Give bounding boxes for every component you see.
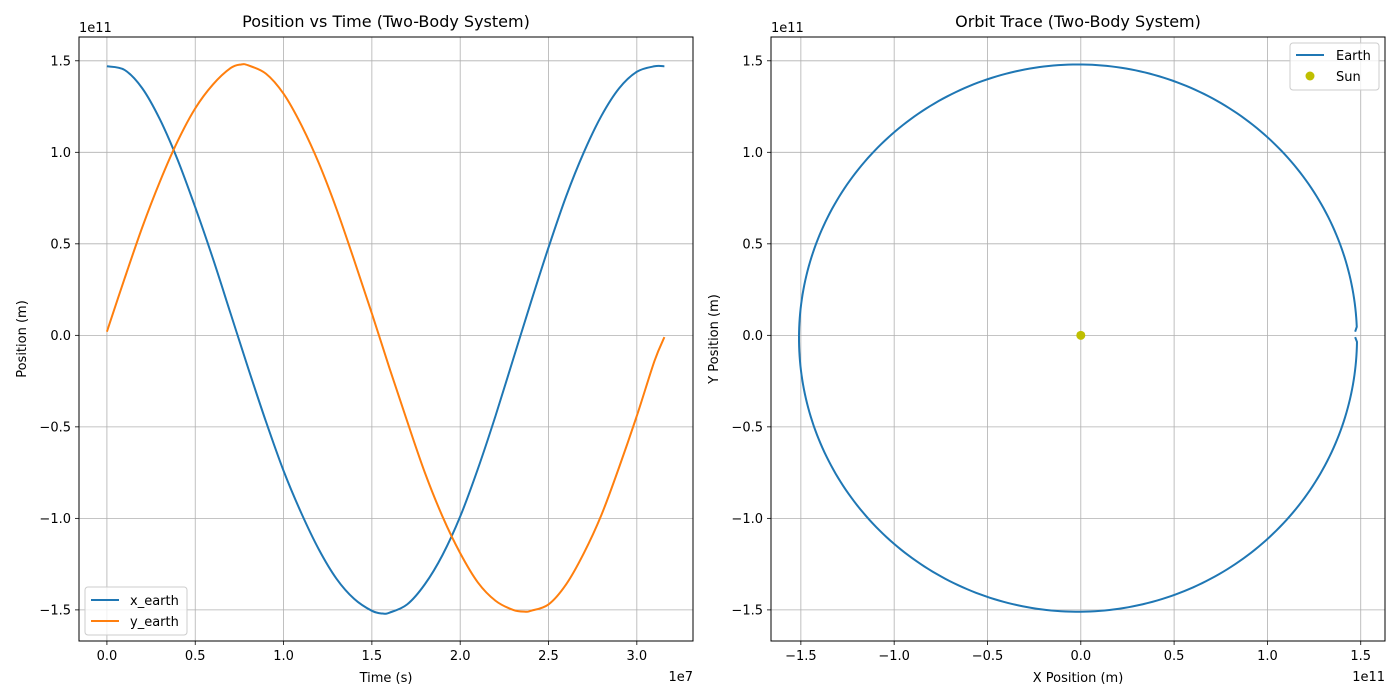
y-tick-label: 0.5 xyxy=(50,237,71,252)
legend-label-y-earth: y_earth xyxy=(130,615,179,630)
legend-label-sun: Sun xyxy=(1336,70,1361,85)
plot-lines xyxy=(105,63,666,615)
y-tick-label: −0.5 xyxy=(39,420,71,435)
series-line-y-earth xyxy=(105,63,666,613)
axes-frame xyxy=(78,36,694,642)
x-tick-label: 0.5 xyxy=(1164,649,1185,664)
y-tick-label: −1.5 xyxy=(731,603,763,618)
series-line-x-earth xyxy=(106,64,665,615)
y-offset-text: 1e11 xyxy=(771,21,804,36)
plot-lines xyxy=(797,63,1358,613)
x-axis-label: X Position (m) xyxy=(1033,671,1124,686)
ticks: 0.0 0.5 1.0 1.5 2.0 2.5 3.0 −1.5 −1.0 −0.5 0.0 0.5 1… xyxy=(39,54,647,664)
y-tick-label: −1.5 xyxy=(39,603,71,618)
orbit-trace-chart: −1.5 −1.0 −0.5 0.0 0.5 1.0 1.5 −1.5 −1.0 −0.5 0.0 0… xyxy=(707,12,1386,686)
x-offset-text: 1e7 xyxy=(668,670,693,685)
x-tick-label: 0.0 xyxy=(1070,649,1091,664)
legend: x_earth y_earth xyxy=(84,586,188,636)
chart-title: Orbit Trace (Two-Body System) xyxy=(955,12,1201,31)
orbit-line-earth xyxy=(797,63,1358,613)
y-tick-label: 1.0 xyxy=(50,146,71,161)
x-tick-label: −1.0 xyxy=(878,649,910,664)
y-tick-label: −1.0 xyxy=(39,512,71,527)
x-tick-label: −1.5 xyxy=(785,649,817,664)
legend-label-x-earth: x_earth xyxy=(130,594,179,609)
position-vs-time-chart: 0.0 0.5 1.0 1.5 2.0 2.5 3.0 −1.5 −1.0 −0.5 0.0 0.5 1… xyxy=(15,12,694,686)
ticks: −1.5 −1.0 −0.5 0.0 0.5 1.0 1.5 −1.5 −1.0 −0.5 0.0 0… xyxy=(731,54,1371,664)
y-tick-label: −1.0 xyxy=(731,512,763,527)
x-tick-label: 0.5 xyxy=(185,649,206,664)
y-tick-label: 0.0 xyxy=(742,329,763,344)
grid xyxy=(79,37,693,641)
x-axis-label: Time (s) xyxy=(359,671,413,686)
y-tick-label: −0.5 xyxy=(731,420,763,435)
x-offset-text: 1e11 xyxy=(1352,670,1385,685)
x-tick-label: 1.0 xyxy=(273,649,294,664)
y-offset-text: 1e11 xyxy=(79,21,112,36)
x-tick-label: 2.0 xyxy=(450,649,471,664)
y-axis-label: Position (m) xyxy=(15,300,30,378)
y-tick-label: 0.0 xyxy=(50,329,71,344)
axes-frame xyxy=(770,36,1386,642)
x-tick-label: −0.5 xyxy=(972,649,1004,664)
y-axis-label: Y Position (m) xyxy=(707,294,722,385)
x-tick-label: 2.5 xyxy=(538,649,559,664)
point-sun xyxy=(1076,330,1086,340)
y-tick-label: 1.5 xyxy=(742,54,763,69)
x-tick-label: 1.5 xyxy=(362,649,383,664)
y-tick-label: 0.5 xyxy=(742,237,763,252)
legend: Earth Sun xyxy=(1289,42,1380,91)
x-tick-label: 1.0 xyxy=(1257,649,1278,664)
legend-label-earth: Earth xyxy=(1336,49,1371,64)
x-tick-label: 1.5 xyxy=(1350,649,1371,664)
y-tick-label: 1.5 xyxy=(50,54,71,69)
y-tick-label: 1.0 xyxy=(742,146,763,161)
x-tick-label: 0.0 xyxy=(97,649,118,664)
x-tick-label: 3.0 xyxy=(626,649,647,664)
legend-swatch-sun xyxy=(1305,71,1315,81)
chart-title: Position vs Time (Two-Body System) xyxy=(242,12,530,31)
